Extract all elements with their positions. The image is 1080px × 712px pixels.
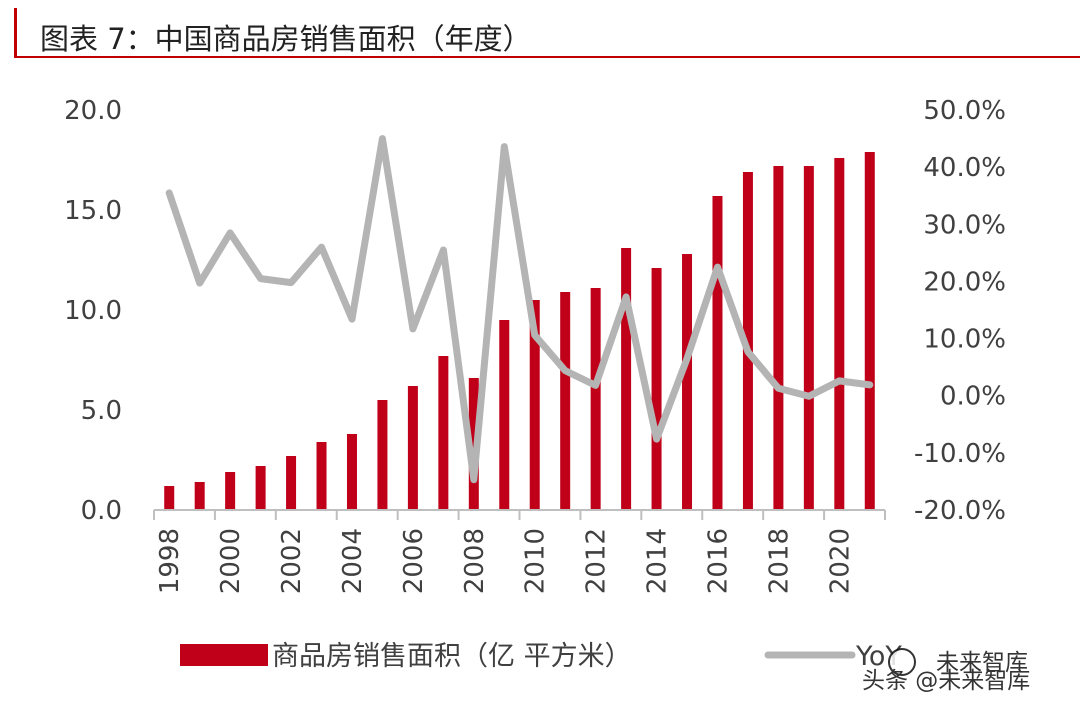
bar bbox=[864, 152, 875, 510]
right-tick-label: 40.0% bbox=[923, 153, 1006, 183]
bar-series bbox=[164, 152, 875, 510]
chart-title: 图表 7：中国商品房销售面积（年度） bbox=[40, 22, 532, 56]
title-underline bbox=[14, 56, 1080, 58]
x-tick-label: 2010 bbox=[521, 528, 551, 594]
right-tick-label: 0.0% bbox=[940, 382, 1006, 412]
watermark-source: 未来智库 bbox=[936, 650, 1028, 676]
legend-bar-swatch bbox=[180, 644, 268, 666]
left-tick-label: 20.0 bbox=[64, 96, 122, 126]
right-tick-label: -20.0% bbox=[914, 496, 1006, 526]
right-tick-label: -10.0% bbox=[914, 439, 1006, 469]
bar bbox=[164, 486, 175, 510]
watermark: 未来智库 头条 @未来智库 bbox=[862, 648, 1030, 694]
bar bbox=[194, 482, 205, 510]
left-tick-label: 10.0 bbox=[64, 296, 122, 326]
bar bbox=[225, 472, 236, 510]
bar bbox=[316, 442, 327, 510]
x-axis-ticks: 1998 2000 2002 2004 2006 2008 2010 2012 2014 2016… bbox=[153, 510, 886, 594]
bar bbox=[803, 166, 814, 510]
bar bbox=[621, 248, 632, 510]
bar bbox=[651, 268, 662, 510]
bar bbox=[499, 320, 510, 510]
x-tick-label: 2018 bbox=[764, 528, 794, 594]
bar bbox=[286, 456, 297, 510]
bar bbox=[682, 254, 693, 510]
bar bbox=[560, 292, 571, 510]
bar bbox=[438, 356, 449, 510]
x-tick-label: 1998 bbox=[155, 528, 185, 594]
x-tick-label: 2020 bbox=[825, 528, 855, 594]
left-tick-label: 0.0 bbox=[81, 496, 122, 526]
left-tick-label: 5.0 bbox=[81, 396, 122, 426]
left-tick-label: 15.0 bbox=[64, 196, 122, 226]
right-tick-label: 10.0% bbox=[923, 325, 1006, 355]
x-tick-label: 2014 bbox=[643, 528, 673, 594]
x-tick-label: 2000 bbox=[216, 528, 246, 594]
right-tick-label: 30.0% bbox=[923, 210, 1006, 240]
bar bbox=[377, 400, 388, 510]
bar bbox=[712, 196, 723, 510]
bar bbox=[773, 166, 784, 510]
bar bbox=[255, 466, 266, 510]
title-accent-bar bbox=[14, 8, 17, 58]
watermark-credit: 头条 @未来智库 bbox=[862, 668, 1030, 694]
left-axis-ticks: 0.0 5.0 10.0 15.0 20.0 bbox=[64, 96, 122, 526]
bar bbox=[407, 386, 418, 510]
watermark-logo-icon bbox=[888, 648, 916, 676]
chart-title-block: 图表 7：中国商品房销售面积（年度） bbox=[14, 8, 1080, 60]
legend: 商品房销售面积（亿 平方米） YoY bbox=[180, 641, 902, 672]
x-tick-label: 2004 bbox=[338, 528, 368, 594]
x-tick-label: 2012 bbox=[582, 528, 612, 594]
x-tick-label: 2008 bbox=[460, 528, 490, 594]
x-tick-label: 2002 bbox=[277, 528, 307, 594]
bar bbox=[742, 172, 753, 510]
legend-bar-label: 商品房销售面积（亿 平方米） bbox=[272, 641, 632, 672]
right-tick-label: 50.0% bbox=[923, 96, 1006, 126]
yoy-line bbox=[165, 135, 874, 484]
x-tick-label: 2006 bbox=[399, 528, 429, 594]
bar bbox=[529, 300, 540, 510]
bar bbox=[346, 434, 357, 510]
x-tick-label: 2016 bbox=[703, 528, 733, 594]
bar bbox=[834, 158, 845, 510]
right-tick-label: 20.0% bbox=[923, 267, 1006, 297]
bar bbox=[590, 288, 601, 510]
right-axis-ticks: -20.0% -10.0% 0.0% 10.0% 20.0% 30.0% 40.0% 50.0… bbox=[914, 96, 1006, 526]
